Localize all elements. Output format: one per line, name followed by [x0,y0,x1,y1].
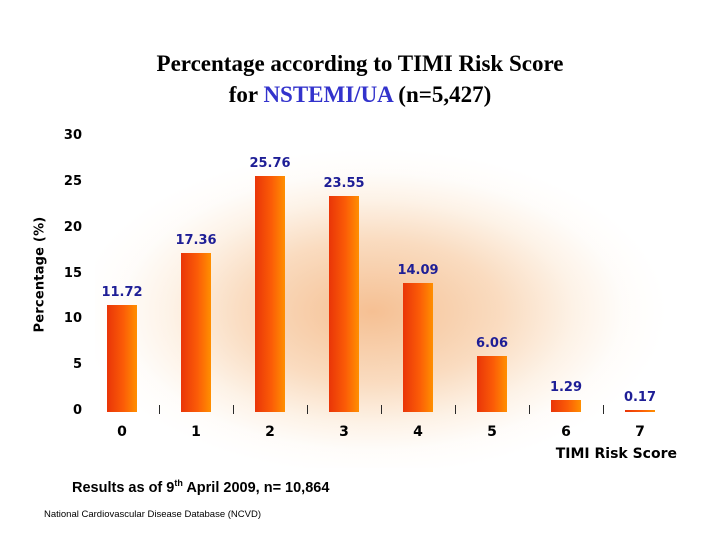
page-title: Percentage according to TIMI Risk Score … [0,48,720,110]
x-tick-label-3: 3 [339,424,349,440]
y-tick-label-25: 25 [63,173,82,189]
bar-value-label: 6.06 [475,336,509,352]
bar-timi-3 [329,196,359,412]
baseline-tick [381,405,382,414]
bar-chart-plot-area: 11.72 0 17.36 1 25.76 2 23.55 3 14.09 4 6.06 5 1.29 6… [85,137,677,452]
bar-timi-2 [255,175,285,412]
x-tick-label-0: 0 [117,424,127,440]
bar-value-label: 23.55 [323,176,365,192]
x-tick-label-6: 6 [561,424,571,440]
bar-column-7: 0.17 [603,137,677,412]
bar-column-3: 23.55 [307,137,381,412]
baseline-tick [233,405,234,414]
title-line-1: Percentage according to TIMI Risk Score [156,51,564,76]
x-tick-label-5: 5 [487,424,497,440]
bar-value-label: 0.17 [623,390,657,406]
bar-value-label: 25.76 [249,155,291,171]
bar-value-label: 11.72 [101,284,143,300]
source-attribution: National Cardiovascular Disease Database… [44,509,262,520]
bar-value-label: 14.09 [397,262,439,278]
baseline-tick [159,405,160,414]
y-tick-label-15: 15 [63,265,82,281]
bar-column-4: 14.09 [381,137,455,412]
y-tick-label-10: 10 [63,311,82,327]
x-axis-title: TIMI Risk Score [555,446,677,462]
y-tick-label-5: 5 [72,357,82,373]
bar-timi-7 [625,410,655,412]
bar-timi-4 [403,282,433,412]
results-note: Results as of 9th April 2009, n= 10,864 [72,478,329,496]
x-tick-label-7: 7 [635,424,645,440]
results-note-suffix: April 2009, n= 10,864 [182,479,330,496]
bar-column-5: 6.06 [455,137,529,412]
bar-column-2: 25.76 [233,137,307,412]
x-tick-label-1: 1 [191,424,201,440]
title-line2-highlight: NSTEMI/UA [263,82,393,107]
baseline-tick [307,405,308,414]
bar-column-6: 1.29 [529,137,603,412]
bar-timi-1 [181,252,211,412]
y-tick-label-0: 0 [72,403,82,418]
bar-value-label: 1.29 [549,380,583,396]
results-note-superscript: th [174,478,183,488]
bar-value-label: 17.36 [175,232,217,248]
baseline-tick [529,405,530,414]
title-line-2: for NSTEMI/UA (n=5,427) [0,79,720,110]
bar-timi-0 [107,304,137,412]
x-tick-label-4: 4 [413,424,423,440]
bar-timi-5 [477,356,507,412]
x-tick-label-2: 2 [265,424,275,440]
y-tick-label-20: 20 [63,219,82,235]
title-line2-prefix: for [228,82,264,107]
bar-timi-6 [551,400,581,412]
bar-column-1: 17.36 [159,137,233,412]
baseline-tick [455,405,456,414]
results-note-prefix: Results as of 9 [72,479,175,496]
bar-column-0: 11.72 [85,137,159,412]
title-line2-suffix: (n=5,427) [392,82,492,107]
baseline-tick [603,405,604,414]
y-tick-label-30: 30 [63,128,82,143]
